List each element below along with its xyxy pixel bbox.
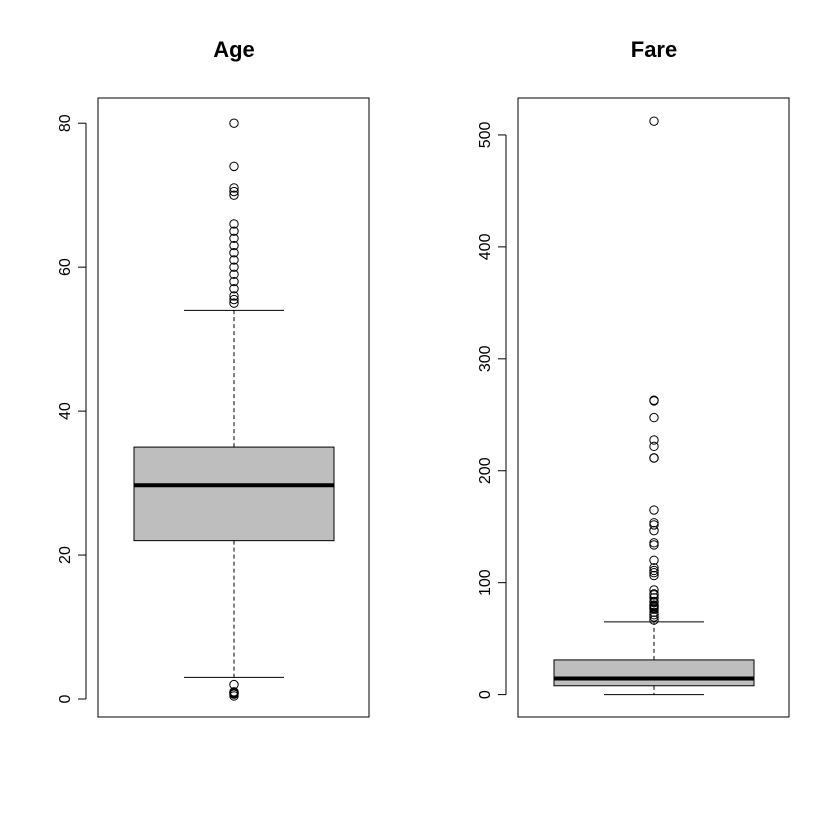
age-outlier-point xyxy=(229,233,239,244)
age-outlier-point xyxy=(229,190,239,200)
fare-y-tick-label: 200 xyxy=(477,457,494,484)
fare-boxplot-panel: Fare 0 100 200 300 400 500 xyxy=(477,37,790,718)
fare-outlier-point xyxy=(649,538,659,548)
age-outlier-point xyxy=(229,161,239,172)
age-outlier-point xyxy=(229,284,239,294)
age-outlier-point xyxy=(229,294,239,305)
fare-y-tick-label: 300 xyxy=(477,345,494,372)
fare-outlier-point xyxy=(649,593,659,603)
fare-outlier-point xyxy=(649,518,659,528)
fare-outlier-point xyxy=(649,612,659,622)
age-outlier-point xyxy=(229,118,239,128)
age-outlier-point xyxy=(229,291,239,301)
age-outlier-point xyxy=(229,687,239,697)
age-y-tick-label: 80 xyxy=(57,114,74,132)
fare-outlier-point xyxy=(649,453,659,463)
age-y-tick-label: 0 xyxy=(57,694,74,703)
fare-outlier-point xyxy=(649,412,659,423)
age-y-tick-label: 40 xyxy=(57,402,74,420)
age-outlier-point xyxy=(229,276,239,287)
fare-outlier-point xyxy=(649,596,659,607)
fare-outlier-point xyxy=(649,525,659,536)
fare-y-tick-label: 400 xyxy=(477,233,494,260)
fare-outlier-point xyxy=(649,607,659,618)
age-iqr-box xyxy=(133,446,335,542)
age-y-tick-label: 60 xyxy=(57,258,74,276)
fare-outlier-point xyxy=(649,555,659,565)
age-panel-title: Age xyxy=(213,37,255,62)
fare-outlier-point xyxy=(649,520,659,530)
fare-outlier-point xyxy=(649,505,659,515)
age-outlier-point xyxy=(229,262,239,272)
age-outlier-point xyxy=(229,186,239,197)
fare-outlier-point xyxy=(649,565,659,576)
fare-y-tick-label: 0 xyxy=(477,690,494,699)
age-y-tick-label: 20 xyxy=(57,546,74,564)
fare-outlier-point xyxy=(649,395,659,405)
fare-plot-frame xyxy=(517,97,790,718)
age-outlier-point xyxy=(229,240,239,251)
age-boxplot-panel: Age 0 20 40 60 80 xyxy=(57,37,370,718)
fare-outlier-point xyxy=(649,585,659,595)
fare-iqr-box xyxy=(553,659,755,687)
age-outlier-point xyxy=(229,248,239,258)
fare-outlier-point xyxy=(649,600,659,610)
fare-panel-title: Fare xyxy=(631,37,677,62)
fare-outlier-point xyxy=(649,563,659,573)
fare-outlier-point xyxy=(649,589,659,599)
fare-outlier-point xyxy=(649,540,659,550)
fare-outlier-point xyxy=(649,435,659,445)
age-outlier-point xyxy=(229,183,239,193)
fare-outlier-point xyxy=(649,615,659,625)
fare-outlier-point xyxy=(649,441,659,452)
age-outlier-point xyxy=(229,226,239,236)
age-outlier-point xyxy=(229,298,239,308)
fare-y-tick-label: 100 xyxy=(477,569,494,596)
age-outlier-point xyxy=(229,255,239,265)
fare-outlier-point xyxy=(649,116,659,126)
age-plot-frame xyxy=(97,97,370,718)
age-outlier-point xyxy=(229,269,239,280)
fare-outlier-point xyxy=(649,568,659,578)
age-outlier-point xyxy=(229,219,239,229)
fare-outlier-point xyxy=(649,570,659,581)
fare-y-tick-label: 500 xyxy=(477,121,494,148)
age-outlier-point xyxy=(229,679,239,690)
